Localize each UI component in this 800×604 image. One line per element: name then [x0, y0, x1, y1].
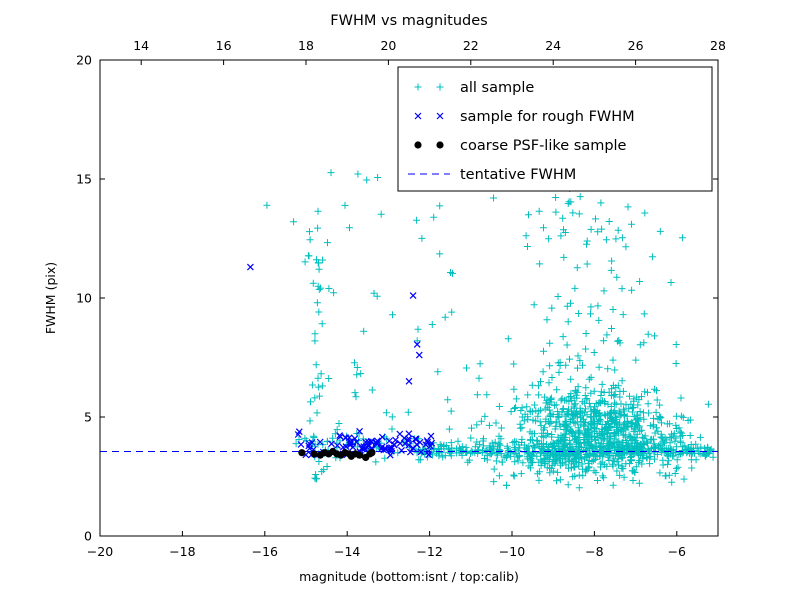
top-tick-label: 26	[628, 38, 644, 53]
series-rough	[246, 263, 436, 459]
legend-label: all sample	[460, 80, 534, 96]
legend-label: tentative FWHM	[460, 167, 576, 183]
y-tick-label: 20	[76, 53, 92, 68]
x-tick-label: −20	[87, 544, 113, 559]
x-tick-label: −18	[169, 544, 195, 559]
legend-box	[397, 66, 713, 192]
top-tick-label: 24	[545, 38, 561, 53]
y-tick-label: 15	[76, 172, 92, 187]
legend-label: coarse PSF-like sample	[460, 138, 627, 154]
axis-ticks: −20 −18 −16 −14 −12 −10 −8 −6 14 16 18 20 22 24 26 28 0 5…	[76, 38, 726, 559]
x-tick-label: −16	[252, 544, 278, 559]
top-tick-label: 20	[380, 38, 396, 53]
top-tick-label: 16	[216, 38, 232, 53]
x-tick-label: −8	[585, 544, 603, 559]
x-tick-label: −6	[668, 544, 686, 559]
y-tick-label: 10	[76, 291, 92, 306]
top-tick-label: 14	[133, 38, 149, 53]
y-tick-label: 0	[84, 529, 92, 544]
y-tick-label: 5	[84, 410, 92, 425]
x-axis-label: magnitude (bottom:isnt / top:calib)	[299, 569, 519, 584]
legend: all sample sample for rough FWHM coarse PS…	[397, 66, 713, 192]
x-tick-label: −12	[416, 544, 442, 559]
top-tick-label: 28	[710, 38, 726, 53]
x-tick-label: −14	[334, 544, 360, 559]
scatter-markers	[100, 134, 718, 492]
chart-title: FWHM vs magnitudes	[330, 13, 487, 29]
x-tick-label: −10	[499, 544, 525, 559]
top-tick-label: 18	[298, 38, 314, 53]
legend-label: sample for rough FWHM	[460, 109, 635, 125]
y-axis-label: FWHM (pix)	[43, 262, 58, 334]
top-tick-label: 22	[463, 38, 479, 53]
